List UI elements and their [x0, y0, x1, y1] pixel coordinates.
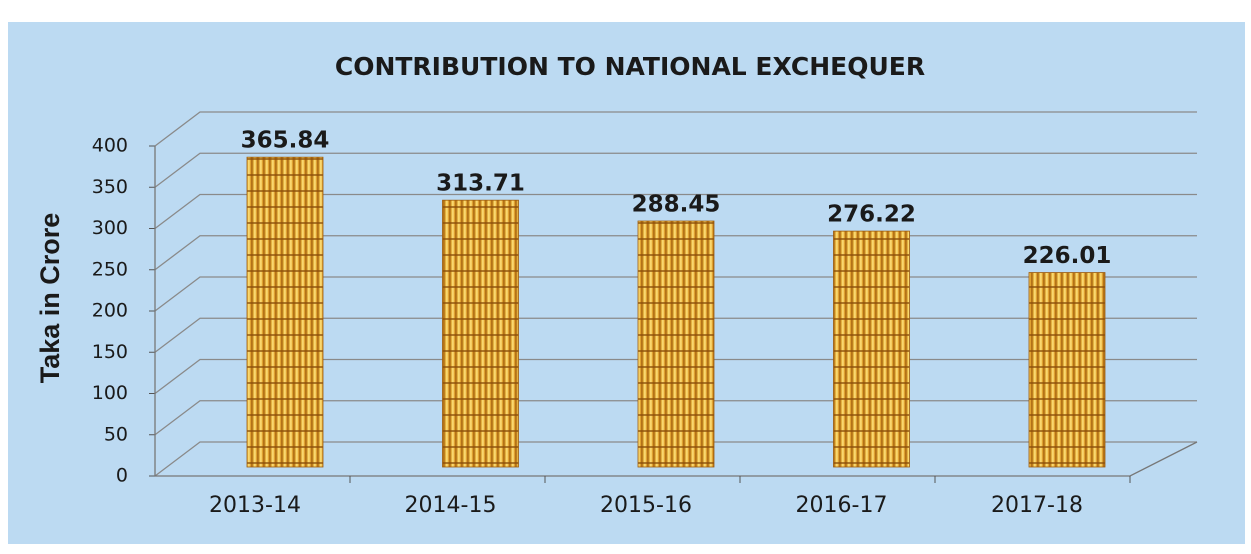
x-tick-label: 2013-14 [209, 493, 301, 518]
value-label: 226.01 [1023, 243, 1112, 269]
y-axis-label: Taka in Crore [35, 213, 65, 384]
bar [833, 230, 910, 468]
y-tick-label: 0 [116, 465, 128, 487]
y-tick-label: 400 [92, 135, 128, 157]
bar [442, 199, 519, 468]
grid-line [154, 152, 1197, 188]
x-tick-label: 2015-16 [600, 493, 692, 518]
chart-title: CONTRIBUTION TO NATIONAL EXCHEQUER [335, 52, 925, 81]
x-tick-label: 2017-18 [991, 493, 1083, 518]
x-tick-label: 2016-17 [796, 493, 888, 518]
y-tick-label: 100 [92, 382, 128, 404]
y-tick-label: 200 [92, 300, 128, 322]
value-label: 276.22 [827, 202, 916, 228]
bar [1028, 272, 1106, 468]
bar [246, 156, 324, 468]
y-tick-label: 350 [92, 176, 128, 198]
y-tick-label: 300 [92, 217, 128, 239]
y-tick-label: 50 [104, 423, 128, 445]
grid-line [154, 193, 1197, 230]
y-tick-label: 150 [92, 341, 128, 363]
value-label: 313.71 [436, 171, 525, 197]
y-tick-label: 250 [92, 258, 128, 280]
bar [637, 220, 715, 468]
value-label: 288.45 [632, 192, 721, 218]
x-tick-label: 2014-15 [405, 493, 497, 518]
value-label: 365.84 [241, 128, 330, 154]
grid-line [154, 111, 1197, 147]
